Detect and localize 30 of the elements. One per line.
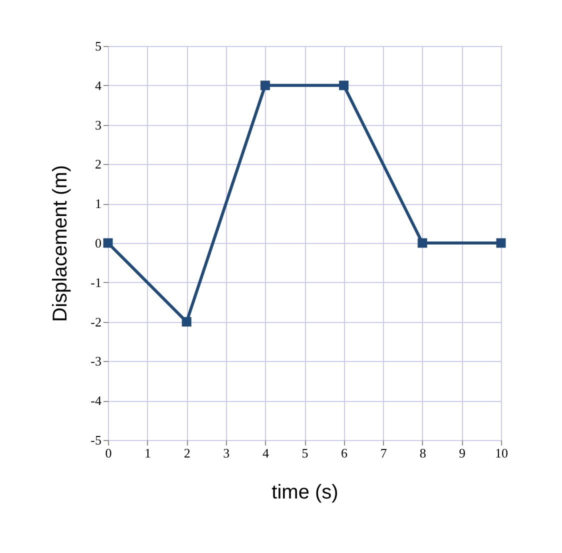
y-tick-label: 3 [95, 117, 102, 132]
point [182, 317, 192, 327]
x-tick-label: 3 [223, 446, 230, 460]
y-tick-label: -3 [90, 354, 102, 369]
point [418, 238, 428, 248]
point [339, 80, 349, 90]
x-tick-label: 1 [144, 446, 152, 460]
point [496, 238, 506, 248]
y-tick-label: 0 [95, 236, 102, 250]
x-tick-label: 6 [341, 446, 348, 460]
y-tick-label: -2 [90, 314, 102, 330]
y-tick-label: -5 [90, 432, 102, 448]
y-tick-label: 5 [95, 38, 102, 54]
point [103, 238, 113, 248]
y-tick-label: 4 [95, 78, 102, 93]
y-tick-label: -4 [90, 393, 102, 408]
x-tick-label: 2 [184, 446, 190, 460]
y-tick-label: 2 [95, 156, 102, 172]
y-tick-label: -1 [90, 274, 102, 290]
x-tick-label: 5 [302, 446, 308, 460]
x-tick-label: 9 [458, 446, 466, 460]
x-tick-label: 8 [420, 446, 426, 460]
x-axis-title: time (s) [272, 482, 338, 504]
x-tick-label: 0 [105, 446, 112, 460]
x-tick-label: 4 [262, 446, 270, 460]
y-axis-title: Displacement (m) [50, 165, 72, 322]
point [260, 80, 270, 90]
x-tick-label: 7 [380, 446, 388, 460]
x-tick-label: 10 [495, 446, 508, 460]
y-tick-label: 1 [95, 196, 102, 212]
